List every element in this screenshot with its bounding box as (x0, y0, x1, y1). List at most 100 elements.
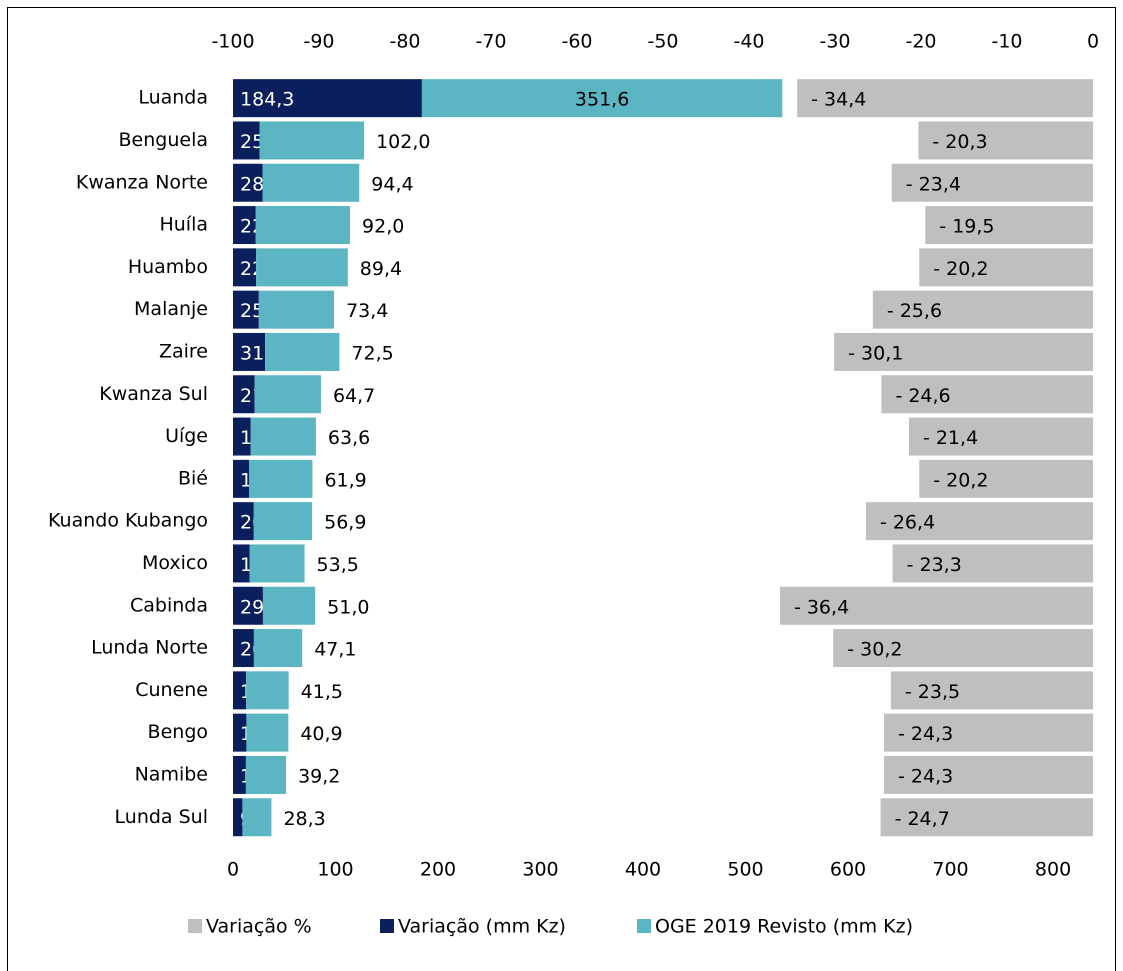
bar (245, 755, 287, 794)
legend-label: Variação (mm Kz) (398, 916, 566, 938)
value-label: - 24,6 (895, 385, 950, 407)
x-tick-label: 800 (1035, 859, 1071, 881)
x2-tick-label: -40 (733, 31, 764, 53)
value-label: 28,3 (283, 808, 325, 830)
x2-tick-label: -60 (561, 31, 592, 53)
x-tick-label: 700 (932, 859, 968, 881)
bar (891, 163, 1093, 202)
bar (233, 544, 250, 583)
value-label: 102,0 (376, 131, 430, 153)
bar (254, 375, 321, 414)
value-label: - 36,4 (794, 596, 849, 618)
bar (233, 121, 260, 160)
bar (884, 755, 1093, 794)
bar (881, 375, 1093, 414)
value-label: - 24,3 (898, 723, 953, 745)
bar (865, 502, 1093, 541)
bar (925, 206, 1093, 245)
bar (233, 755, 246, 794)
category-label: Malanje (134, 298, 208, 320)
frame (7, 7, 1116, 971)
bar (233, 163, 263, 202)
value-label: 351,6 (575, 89, 629, 111)
value-label: 64,7 (333, 385, 375, 407)
x2-tick-label: -80 (389, 31, 420, 53)
category-label: Benguela (119, 129, 208, 151)
x2-tick-label: -20 (905, 31, 936, 53)
category-label: Moxico (142, 552, 208, 574)
value-label: 94,4 (371, 173, 413, 195)
category-label: Cunene (135, 679, 208, 701)
value-label: - 26,4 (880, 512, 935, 534)
legend-swatch (188, 919, 202, 933)
bar (248, 459, 313, 498)
value-label: - 24,3 (898, 765, 953, 787)
x2-tick-label: -10 (991, 31, 1022, 53)
bar (919, 248, 1093, 287)
value-label: - 23,3 (907, 554, 962, 576)
bar (833, 629, 1093, 668)
legend-swatch (380, 919, 394, 933)
bar (242, 798, 272, 837)
value-label: 184,3 (240, 89, 294, 111)
legend-label: Variação % (206, 916, 312, 938)
x-tick-label: 200 (420, 859, 456, 881)
category-label: Kwanza Sul (99, 383, 208, 405)
x-tick-label: 600 (830, 859, 866, 881)
bar (255, 206, 351, 245)
bar (253, 629, 303, 668)
x2-tick-label: -30 (819, 31, 850, 53)
bar (884, 713, 1093, 752)
x-tick-label: 300 (522, 859, 558, 881)
value-label: - 23,5 (905, 681, 960, 703)
value-label: - 25,6 (887, 300, 942, 322)
bar (233, 629, 254, 668)
bar (259, 121, 365, 160)
bar (233, 713, 247, 752)
value-label: - 34,4 (811, 89, 866, 111)
bar (233, 798, 243, 837)
value-label: - 20,3 (932, 131, 987, 153)
value-label: - 23,4 (906, 173, 961, 195)
value-label: 92,0 (362, 216, 404, 238)
bar (918, 121, 1093, 160)
category-label: Cabinda (130, 594, 208, 616)
bar (233, 417, 251, 456)
x-tick-label: 400 (625, 859, 661, 881)
bar (233, 459, 249, 498)
bar (233, 290, 259, 329)
value-label: - 30,2 (847, 639, 902, 661)
value-label: 72,5 (351, 342, 393, 364)
category-label: Kuando Kubango (48, 510, 208, 532)
value-label: 61,9 (324, 469, 366, 491)
bar (233, 502, 254, 541)
bar (797, 79, 1093, 118)
legend-label: OGE 2019 Revisto (mm Kz) (655, 916, 913, 938)
bar (233, 79, 422, 118)
value-label: 40,9 (300, 723, 342, 745)
x2-tick-label: -50 (647, 31, 678, 53)
bar (250, 417, 316, 456)
legend-swatch (637, 919, 651, 933)
bar (253, 502, 313, 541)
value-label: - 21,4 (923, 427, 978, 449)
bar (233, 206, 256, 245)
x-tick-label: 500 (727, 859, 763, 881)
category-label: Bengo (148, 721, 208, 743)
value-label: 41,5 (301, 681, 343, 703)
bar (246, 713, 289, 752)
x2-tick-label: -90 (303, 31, 334, 53)
value-label: - 20,2 (933, 258, 988, 280)
bar (872, 290, 1093, 329)
category-label: Uíge (165, 425, 208, 447)
value-label: - 19,5 (939, 216, 994, 238)
category-label: Luanda (138, 87, 208, 109)
value-label: 63,6 (328, 427, 370, 449)
bar (246, 671, 289, 710)
value-label: 89,4 (360, 258, 402, 280)
bar (233, 332, 266, 371)
bar (908, 417, 1093, 456)
bar (421, 79, 783, 118)
value-label: - 24,7 (895, 808, 950, 830)
